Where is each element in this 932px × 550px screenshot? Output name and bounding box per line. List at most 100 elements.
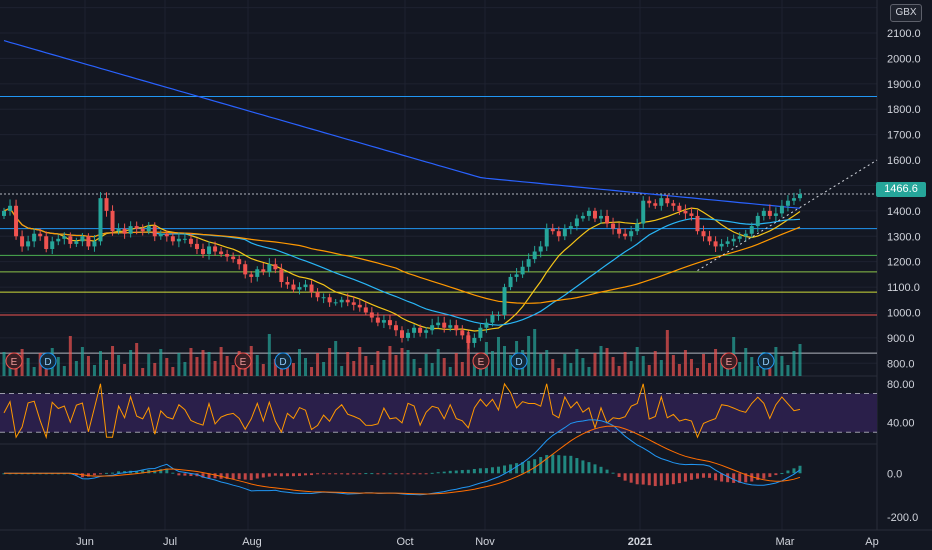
candle-body[interactable] [412, 327, 417, 333]
candle-body[interactable] [14, 205, 19, 237]
candle-body[interactable] [677, 205, 682, 211]
candle-body[interactable] [44, 236, 49, 249]
earnings-marker[interactable]: E [234, 352, 252, 370]
earnings-marker[interactable]: E [720, 352, 738, 370]
candle-body[interactable] [303, 284, 308, 288]
candle-body[interactable] [381, 320, 386, 323]
candle-body[interactable] [641, 200, 646, 224]
candle-body[interactable] [779, 205, 784, 214]
candle-body[interactable] [134, 226, 139, 229]
candle-body[interactable] [285, 282, 290, 285]
candle-body[interactable] [580, 215, 585, 219]
candle-body[interactable] [146, 226, 151, 232]
candle-body[interactable] [424, 330, 429, 333]
candle-body[interactable] [713, 241, 718, 247]
candle-body[interactable] [725, 241, 730, 244]
candle-body[interactable] [460, 330, 465, 336]
candle-body[interactable] [369, 312, 374, 318]
candle-body[interactable] [755, 215, 760, 227]
candle-body[interactable] [592, 210, 597, 219]
earnings-marker[interactable]: D [39, 352, 57, 370]
candle-body[interactable] [514, 274, 519, 277]
candle-body[interactable] [472, 337, 477, 343]
candle-body[interactable] [207, 246, 212, 255]
candle-body[interactable] [586, 210, 591, 216]
earnings-marker[interactable]: E [472, 352, 490, 370]
candle-body[interactable] [357, 304, 362, 308]
candle-body[interactable] [333, 302, 338, 304]
candle-body[interactable] [164, 233, 169, 237]
candle-body[interactable] [158, 233, 163, 237]
candle-body[interactable] [749, 226, 754, 234]
earnings-marker[interactable]: D [757, 352, 775, 370]
candle-body[interactable] [707, 236, 712, 242]
candle-body[interactable] [532, 251, 537, 260]
candle-body[interactable] [231, 256, 236, 260]
candle-body[interactable] [767, 210, 772, 216]
candle-body[interactable] [351, 302, 356, 305]
candle-body[interactable] [526, 259, 531, 267]
candle-body[interactable] [345, 299, 350, 303]
candle-body[interactable] [490, 315, 495, 323]
candle-body[interactable] [255, 269, 260, 277]
candle-body[interactable] [38, 233, 43, 237]
candle-body[interactable] [86, 236, 91, 247]
macd-pane[interactable] [2, 419, 802, 496]
candle-body[interactable] [574, 218, 579, 227]
currency-badge[interactable]: GBX [890, 4, 922, 22]
candle-body[interactable] [623, 233, 628, 237]
candle-body[interactable] [406, 332, 411, 338]
candle-body[interactable] [466, 335, 471, 343]
candle-body[interactable] [2, 210, 6, 216]
candle-body[interactable] [785, 200, 790, 206]
candle-body[interactable] [436, 322, 441, 326]
candle-body[interactable] [20, 236, 25, 247]
candle-body[interactable] [556, 231, 561, 237]
earnings-marker[interactable]: D [510, 352, 528, 370]
candle-body[interactable] [496, 315, 501, 317]
candle-body[interactable] [32, 233, 37, 242]
candle-body[interactable] [74, 241, 79, 244]
candle-body[interactable] [659, 198, 664, 206]
candle-body[interactable] [665, 198, 670, 204]
candle-body[interactable] [502, 287, 507, 316]
candle-body[interactable] [98, 198, 103, 242]
earnings-marker[interactable]: E [5, 352, 23, 370]
candle-body[interactable] [773, 213, 778, 216]
candle-body[interactable] [152, 226, 157, 237]
candle-body[interactable] [249, 274, 254, 277]
trendline[interactable] [697, 159, 878, 271]
candle-body[interactable] [629, 231, 634, 237]
candlesticks[interactable] [2, 188, 802, 349]
candle-body[interactable] [635, 223, 640, 232]
candle-body[interactable] [478, 327, 483, 338]
candle-body[interactable] [116, 228, 121, 232]
candle-body[interactable] [104, 198, 109, 211]
candle-body[interactable] [176, 238, 181, 242]
candle-body[interactable] [520, 266, 525, 275]
candle-body[interactable] [327, 297, 332, 303]
candle-body[interactable] [110, 210, 115, 232]
candle-body[interactable] [182, 238, 187, 240]
candle-body[interactable] [279, 269, 284, 282]
candle-body[interactable] [92, 241, 97, 247]
candle-body[interactable] [363, 307, 368, 313]
earnings-marker[interactable]: D [274, 352, 292, 370]
candle-body[interactable] [50, 241, 55, 249]
candle-body[interactable] [791, 198, 796, 201]
rsi-pane[interactable] [0, 382, 877, 440]
candle-body[interactable] [605, 215, 610, 224]
candle-body[interactable] [122, 228, 127, 234]
candle-body[interactable] [798, 193, 802, 199]
candle-body[interactable] [508, 276, 513, 288]
candle-body[interactable] [737, 236, 742, 239]
candle-body[interactable] [731, 238, 736, 242]
candle-body[interactable] [201, 248, 205, 255]
candle-body[interactable] [743, 233, 748, 237]
candle-body[interactable] [140, 228, 145, 232]
candle-body[interactable] [550, 228, 555, 232]
candle-body[interactable] [400, 330, 404, 338]
candle-body[interactable] [544, 228, 549, 247]
candle-body[interactable] [617, 228, 622, 234]
candle-body[interactable] [62, 236, 67, 239]
